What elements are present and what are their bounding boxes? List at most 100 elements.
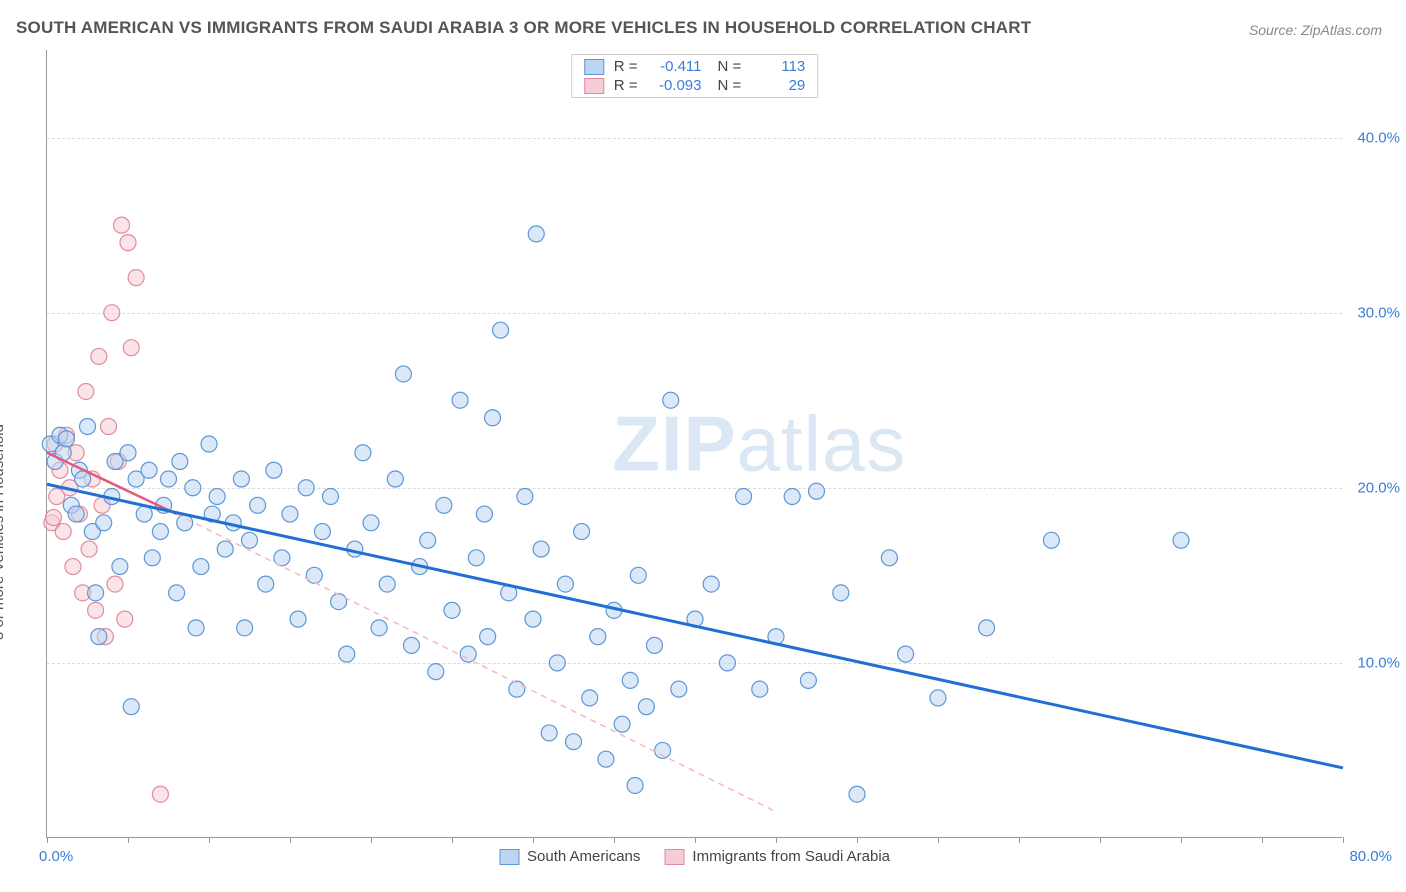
data-point	[638, 699, 654, 715]
legend-row-series-2: R = -0.093 N = 29	[572, 76, 818, 95]
x-tick	[533, 837, 534, 843]
x-tick	[47, 837, 48, 843]
data-point	[1173, 532, 1189, 548]
x-tick	[1100, 837, 1101, 843]
data-point	[363, 515, 379, 531]
data-point	[395, 366, 411, 382]
scatter-chart	[47, 50, 1342, 837]
data-point	[188, 620, 204, 636]
swatch-series-2-bottom	[664, 849, 684, 865]
data-point	[117, 611, 133, 627]
data-point	[141, 462, 157, 478]
data-point	[80, 418, 96, 434]
plot-area: ZIPatlas 10.0%20.0%30.0%40.0% R = -0.411…	[46, 50, 1342, 838]
correlation-legend: R = -0.411 N = 113 R = -0.093 N = 29	[571, 54, 819, 98]
x-tick	[209, 837, 210, 843]
data-point	[88, 602, 104, 618]
y-tick-label: 20.0%	[1357, 479, 1400, 496]
x-tick	[1343, 837, 1344, 843]
data-point	[566, 734, 582, 750]
data-point	[237, 620, 253, 636]
source-attribution: Source: ZipAtlas.com	[1249, 22, 1382, 38]
data-point	[849, 786, 865, 802]
data-point	[185, 480, 201, 496]
data-point	[420, 532, 436, 548]
data-point	[331, 594, 347, 610]
x-axis-origin-label: 0.0%	[39, 848, 73, 865]
data-point	[525, 611, 541, 627]
r-value-2: -0.093	[648, 77, 702, 94]
x-tick	[1181, 837, 1182, 843]
data-point	[719, 655, 735, 671]
data-point	[290, 611, 306, 627]
x-tick	[938, 837, 939, 843]
x-tick	[371, 837, 372, 843]
data-point	[298, 480, 314, 496]
data-point	[800, 672, 816, 688]
data-point	[428, 664, 444, 680]
series-1-name: South Americans	[527, 848, 640, 865]
legend-row-series-1: R = -0.411 N = 113	[572, 57, 818, 76]
data-point	[152, 524, 168, 540]
data-point	[282, 506, 298, 522]
data-point	[979, 620, 995, 636]
data-point	[493, 322, 509, 338]
data-point	[736, 489, 752, 505]
series-legend: South Americans Immigrants from Saudi Ar…	[499, 848, 890, 865]
data-point	[55, 524, 71, 540]
data-point	[91, 348, 107, 364]
data-point	[144, 550, 160, 566]
data-point	[476, 506, 492, 522]
data-point	[250, 497, 266, 513]
data-point	[107, 576, 123, 592]
x-tick	[290, 837, 291, 843]
data-point	[460, 646, 476, 662]
n-value-2: 29	[751, 77, 805, 94]
y-axis-label: 3 or more Vehicles in Household	[0, 424, 7, 640]
data-point	[485, 410, 501, 426]
data-point	[784, 489, 800, 505]
data-point	[614, 716, 630, 732]
data-point	[201, 436, 217, 452]
data-point	[598, 751, 614, 767]
data-point	[436, 497, 452, 513]
data-point	[258, 576, 274, 592]
swatch-series-1-bottom	[499, 849, 519, 865]
data-point	[809, 483, 825, 499]
data-point	[120, 235, 136, 251]
data-point	[379, 576, 395, 592]
data-point	[898, 646, 914, 662]
data-point	[81, 541, 97, 557]
data-point	[387, 471, 403, 487]
data-point	[549, 655, 565, 671]
r-value-1: -0.411	[648, 58, 702, 75]
data-point	[45, 510, 61, 526]
data-point	[930, 690, 946, 706]
data-point	[78, 383, 94, 399]
data-point	[88, 585, 104, 601]
data-point	[404, 637, 420, 653]
swatch-series-1	[584, 59, 604, 75]
data-point	[355, 445, 371, 461]
data-point	[161, 471, 177, 487]
swatch-series-2	[584, 78, 604, 94]
data-point	[752, 681, 768, 697]
data-point	[128, 270, 144, 286]
data-point	[177, 515, 193, 531]
data-point	[91, 629, 107, 645]
data-point	[209, 489, 225, 505]
data-point	[58, 431, 74, 447]
n-label: N =	[718, 58, 742, 75]
data-point	[468, 550, 484, 566]
data-point	[323, 489, 339, 505]
data-point	[193, 559, 209, 575]
data-point	[104, 305, 120, 321]
data-point	[242, 532, 258, 548]
data-point	[120, 445, 136, 461]
data-point	[541, 725, 557, 741]
data-point	[169, 585, 185, 601]
data-point	[622, 672, 638, 688]
data-point	[172, 454, 188, 470]
data-point	[533, 541, 549, 557]
data-point	[671, 681, 687, 697]
